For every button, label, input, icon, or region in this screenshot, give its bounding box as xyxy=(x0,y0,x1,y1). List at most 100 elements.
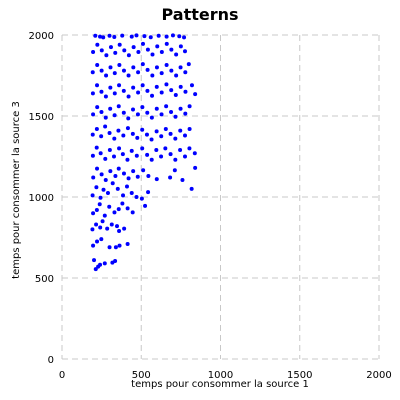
data-point xyxy=(112,136,117,141)
data-point xyxy=(154,65,159,70)
data-point xyxy=(178,128,183,133)
data-point xyxy=(134,33,139,38)
data-point xyxy=(105,190,110,195)
data-point xyxy=(164,41,169,46)
data-point xyxy=(94,145,99,150)
data-point xyxy=(141,168,146,173)
data-point xyxy=(101,35,106,40)
data-points xyxy=(90,33,198,272)
data-point xyxy=(120,152,125,157)
data-point xyxy=(131,169,136,174)
data-point xyxy=(90,91,95,96)
data-point xyxy=(112,34,117,39)
data-point xyxy=(178,65,183,70)
x-tick-label: 1500 xyxy=(287,370,312,381)
data-point xyxy=(113,258,118,263)
data-point xyxy=(173,92,178,97)
data-point xyxy=(189,186,194,191)
data-point xyxy=(126,73,131,78)
data-point xyxy=(104,73,109,78)
data-point xyxy=(173,114,178,119)
data-point xyxy=(112,91,117,96)
data-point xyxy=(99,48,104,53)
y-tick-label: 1500 xyxy=(29,112,54,123)
data-point xyxy=(103,94,108,99)
data-point xyxy=(154,177,159,182)
data-point xyxy=(129,190,134,195)
data-point xyxy=(136,70,141,75)
data-point xyxy=(125,157,130,162)
data-point xyxy=(115,186,120,191)
data-point xyxy=(103,124,108,129)
data-point xyxy=(129,148,134,153)
data-point xyxy=(182,35,187,40)
data-point xyxy=(156,33,161,38)
data-point xyxy=(94,185,99,190)
data-point xyxy=(164,104,169,109)
data-point xyxy=(120,201,125,206)
data-point xyxy=(112,113,117,118)
data-point xyxy=(112,71,117,76)
data-point xyxy=(140,127,145,132)
data-point xyxy=(136,90,141,95)
data-point xyxy=(182,154,187,159)
data-point xyxy=(150,93,155,98)
data-point xyxy=(173,136,178,141)
data-point xyxy=(140,146,145,151)
x-axis-label: temps pour consommer la source 1 xyxy=(131,379,309,390)
data-point xyxy=(174,52,179,57)
data-point xyxy=(136,50,141,55)
data-point xyxy=(103,115,108,120)
y-tick-label: 500 xyxy=(35,274,54,285)
data-point xyxy=(95,83,100,88)
data-point xyxy=(125,126,130,131)
data-point xyxy=(121,68,126,73)
data-point xyxy=(91,243,96,248)
x-tick-label: 500 xyxy=(132,370,151,381)
data-point xyxy=(91,112,96,117)
data-point xyxy=(116,128,121,133)
data-point xyxy=(159,134,164,139)
data-point xyxy=(187,104,192,109)
data-point xyxy=(92,258,97,263)
data-point xyxy=(169,47,174,52)
y-tick-label: 2000 xyxy=(29,31,54,42)
data-point xyxy=(94,207,99,212)
data-point xyxy=(159,71,164,76)
data-point xyxy=(149,157,154,162)
data-point xyxy=(95,62,100,67)
data-point xyxy=(107,148,112,153)
tick-labels: 0 500 1000 1500 2000 0 500 1000 1500 2000 xyxy=(29,31,392,381)
data-point xyxy=(178,84,183,89)
data-point xyxy=(134,195,139,199)
data-point xyxy=(117,83,122,88)
data-point xyxy=(116,207,121,212)
data-point xyxy=(150,52,155,57)
data-point xyxy=(183,89,188,94)
data-point xyxy=(172,168,177,173)
data-point xyxy=(173,157,178,162)
data-point xyxy=(99,172,104,177)
data-point xyxy=(140,83,145,88)
data-point xyxy=(126,94,131,99)
data-point xyxy=(154,106,159,111)
data-point xyxy=(140,62,145,67)
data-point xyxy=(169,109,174,114)
data-point xyxy=(130,210,135,215)
data-point xyxy=(159,90,164,95)
data-point xyxy=(135,112,140,117)
data-point xyxy=(149,137,154,142)
data-point xyxy=(93,33,98,38)
data-point xyxy=(154,148,159,153)
chart-title: Patterns xyxy=(161,5,238,24)
data-point xyxy=(164,34,169,39)
data-point xyxy=(90,132,95,137)
data-point xyxy=(131,107,136,112)
data-point xyxy=(117,243,122,248)
data-point xyxy=(121,133,126,138)
data-point xyxy=(116,166,121,171)
data-point xyxy=(113,50,118,55)
data-point xyxy=(143,203,148,208)
